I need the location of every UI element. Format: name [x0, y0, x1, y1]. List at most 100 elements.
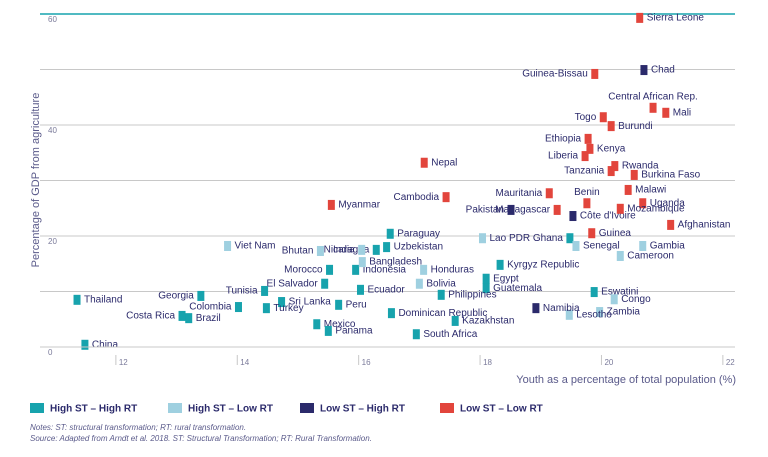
legend-label: Low ST – Low RT	[460, 404, 543, 415]
point	[356, 284, 364, 295]
point-label: Ethiopia	[545, 134, 582, 145]
point	[639, 240, 647, 251]
point	[178, 310, 186, 321]
point-label: Lesotho	[576, 309, 612, 320]
point-label: Guinea	[599, 228, 632, 239]
point	[234, 302, 242, 313]
point	[197, 290, 205, 301]
point-label: Kenya	[597, 144, 626, 155]
point-label: India	[333, 245, 355, 256]
point-label: Nicaragua	[324, 245, 370, 256]
point-label: Georgia	[158, 291, 194, 302]
point	[569, 211, 577, 222]
point-label: Zambia	[607, 307, 641, 318]
y-tick-label: 20	[48, 237, 57, 246]
x-tick-label: 12	[119, 358, 128, 367]
point-label: Cameroon	[627, 251, 674, 262]
point-label: Liberia	[548, 151, 578, 162]
point	[630, 169, 638, 180]
point-label: Namibia	[543, 303, 580, 314]
point	[412, 329, 420, 340]
point-label: Tunisia	[226, 286, 258, 297]
point	[566, 233, 574, 244]
point-label: Cambodia	[393, 192, 439, 203]
x-tick-label: 16	[362, 358, 371, 367]
point-label: Bolivia	[426, 278, 456, 289]
point	[639, 198, 647, 209]
point	[607, 166, 615, 177]
point	[185, 313, 193, 324]
legend-swatch	[300, 403, 314, 413]
point	[588, 228, 596, 239]
point	[316, 245, 324, 256]
point	[326, 264, 334, 275]
point-label: Colombia	[189, 302, 232, 313]
source: Source: Adapted from Arndt et al. 2018. …	[30, 434, 372, 443]
point	[224, 240, 232, 251]
legend-swatch	[30, 403, 44, 413]
point	[358, 244, 366, 255]
point	[507, 204, 515, 215]
point	[262, 303, 270, 314]
point	[596, 307, 604, 318]
point-label: Kyrgyz Republic	[507, 260, 579, 271]
point	[324, 325, 332, 336]
point	[581, 151, 589, 162]
point	[81, 339, 89, 350]
point	[591, 68, 599, 79]
point-label: Brazil	[196, 313, 221, 324]
point-label: South Africa	[423, 329, 477, 340]
point-label: Afghanistan	[678, 220, 731, 231]
x-tick-label: 18	[483, 358, 492, 367]
y-tick-label: 60	[48, 15, 57, 24]
point-label: Paraguay	[397, 228, 440, 239]
point-label: Peru	[346, 299, 367, 310]
point-label: Lao PDR	[489, 233, 530, 244]
point	[327, 199, 335, 210]
point	[278, 297, 286, 308]
point	[636, 12, 644, 23]
x-axis-label: Youth as a percentage of total populatio…	[516, 374, 736, 386]
point	[565, 309, 573, 320]
point	[649, 102, 657, 113]
point	[667, 219, 675, 230]
point	[372, 244, 380, 255]
point-label: Burundi	[618, 121, 652, 132]
point-label: Togo	[575, 112, 597, 123]
point-label: Costa Rica	[126, 311, 175, 322]
y-tick-label: 40	[48, 126, 57, 135]
point	[482, 283, 490, 294]
point-label: Viet Nam	[235, 241, 276, 252]
point-label: Myanmar	[338, 200, 380, 211]
point	[599, 112, 607, 123]
point	[478, 233, 486, 244]
point-label: Madagascar	[495, 205, 551, 216]
y-axis-label: Percentage of GDP from agriculture	[30, 93, 42, 268]
point-label: Eswatini	[601, 287, 638, 298]
point	[437, 289, 445, 300]
point	[420, 157, 428, 168]
point-label: Sierra Leone	[647, 13, 705, 24]
point	[358, 257, 366, 268]
point-label: Nepal	[431, 157, 457, 168]
x-tick-label: 14	[240, 358, 249, 367]
point-label: Panama	[335, 326, 373, 337]
x-tick-label: 20	[604, 358, 613, 367]
point	[583, 198, 591, 209]
point-label: Gambia	[650, 241, 685, 252]
point	[496, 259, 504, 270]
point-label: China	[92, 339, 119, 350]
x-tick-label: 22	[726, 358, 735, 367]
point	[321, 278, 329, 289]
legend-label: High ST – High RT	[50, 404, 137, 415]
point-label: Guinea-Bissau	[522, 69, 588, 80]
point	[640, 65, 648, 76]
legend-label: High ST – Low RT	[188, 404, 273, 415]
point	[451, 315, 459, 326]
point	[415, 278, 423, 289]
point-label: Sri Lanka	[289, 297, 332, 308]
legend-swatch	[168, 403, 182, 413]
point-label: Ghana	[533, 233, 563, 244]
point	[73, 294, 81, 305]
